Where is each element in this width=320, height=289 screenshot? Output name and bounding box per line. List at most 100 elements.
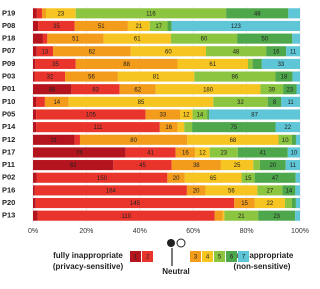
bar-segment [170,33,238,44]
value-label: 65 [210,176,217,182]
bar-segment [175,147,196,158]
value-label: 81 [153,75,160,81]
bar-segment [34,185,187,196]
value-label: 41 [147,151,154,157]
value-label: 23 [220,151,227,157]
value-label: 39 [268,87,275,93]
row-label: P01 [2,84,15,93]
bar-segment [42,33,48,44]
bar-segment [253,160,260,171]
bar-segment [38,20,75,32]
bar-segment [36,46,54,57]
row-label: P18 [2,34,15,43]
legend-swatch [202,251,213,262]
legend-label: 4 [206,255,210,261]
legend-label: 7 [242,255,246,261]
bar-segment [254,197,285,209]
value-label: 12 [183,113,190,119]
bar-segment [36,96,45,107]
value-label: 47 [272,176,279,182]
value-label: 33 [160,113,167,119]
bar-segment [266,46,287,57]
legend-label: 6 [230,255,234,261]
bar-segment [145,109,181,120]
value-label: 66 [49,87,56,93]
value-label: 51 [98,24,105,30]
value-label: 85 [138,100,145,106]
bar-segment [119,84,156,95]
bar-segment [247,58,253,69]
legend-swatch [190,251,201,262]
value-label: 8 [273,100,277,106]
bar-segment [295,185,300,196]
bar-segment [259,160,286,171]
row-label: P08 [2,21,15,30]
bar-segment [267,96,282,107]
row-label: P14 [2,122,16,131]
value-label: 16 [165,125,172,131]
bar-segment [180,109,193,120]
bar-segment [53,46,131,57]
value-label: 22 [267,201,274,207]
bar-segment [275,122,300,133]
bar-segment [291,197,296,209]
bar-segment [237,33,293,44]
bar-segment [45,8,76,19]
bar-segment [285,160,300,171]
bar-segment [275,71,293,82]
bar-segment [36,109,146,120]
neutral-icon [176,238,186,248]
bar-segment [33,185,35,196]
value-label: 32 [47,75,54,81]
bar-segment [194,71,276,82]
bar-segment [171,160,221,171]
bar-segment [257,185,283,196]
value-label: 164 [106,188,117,194]
bar-segment [125,147,176,158]
bar-segment [286,46,300,57]
bar-segment [36,122,160,133]
legend-label: 5 [218,255,222,261]
value-label: 14 [286,188,293,194]
x-tick-label: 60% [186,228,200,235]
value-label: 18 [281,75,288,81]
neutral-icon [167,239,175,247]
value-label: 150 [97,176,108,182]
value-label: 17 [155,24,162,30]
row-label: P12 [2,135,15,144]
bar-segment [254,172,296,183]
value-label: 80 [130,138,137,144]
bar-segment [295,197,300,209]
row-label: P05 [2,109,15,118]
bar-segment [205,46,267,57]
value-label: 38 [193,163,200,169]
bar-segment [103,33,171,44]
bar-segment [167,20,172,32]
bar-segment [33,147,126,158]
bar-segment [192,122,276,133]
x-tick-label: 20% [79,228,93,235]
value-label: 13 [42,49,49,55]
value-label: 62 [89,49,96,55]
bar-segment [287,147,300,158]
x-tick-label: 40% [133,228,147,235]
bar-segment [278,134,292,145]
value-label: 60 [201,37,208,43]
value-label: 25 [234,163,241,169]
bar-segment [261,58,300,69]
value-label: 61 [134,37,141,43]
bar-segment [177,122,185,133]
value-label: 48 [254,11,261,17]
x-tick-label: 0% [28,228,38,235]
bar-segment [186,185,206,196]
bar-segment [237,147,288,158]
bar-segment [35,197,235,209]
bar-segment [127,20,150,32]
bar-segment [296,84,300,95]
bar-segment [71,84,120,95]
value-label: 35 [52,62,59,68]
bar-segment [155,84,261,95]
bar-segment [171,20,300,32]
value-label: 62 [70,163,77,169]
